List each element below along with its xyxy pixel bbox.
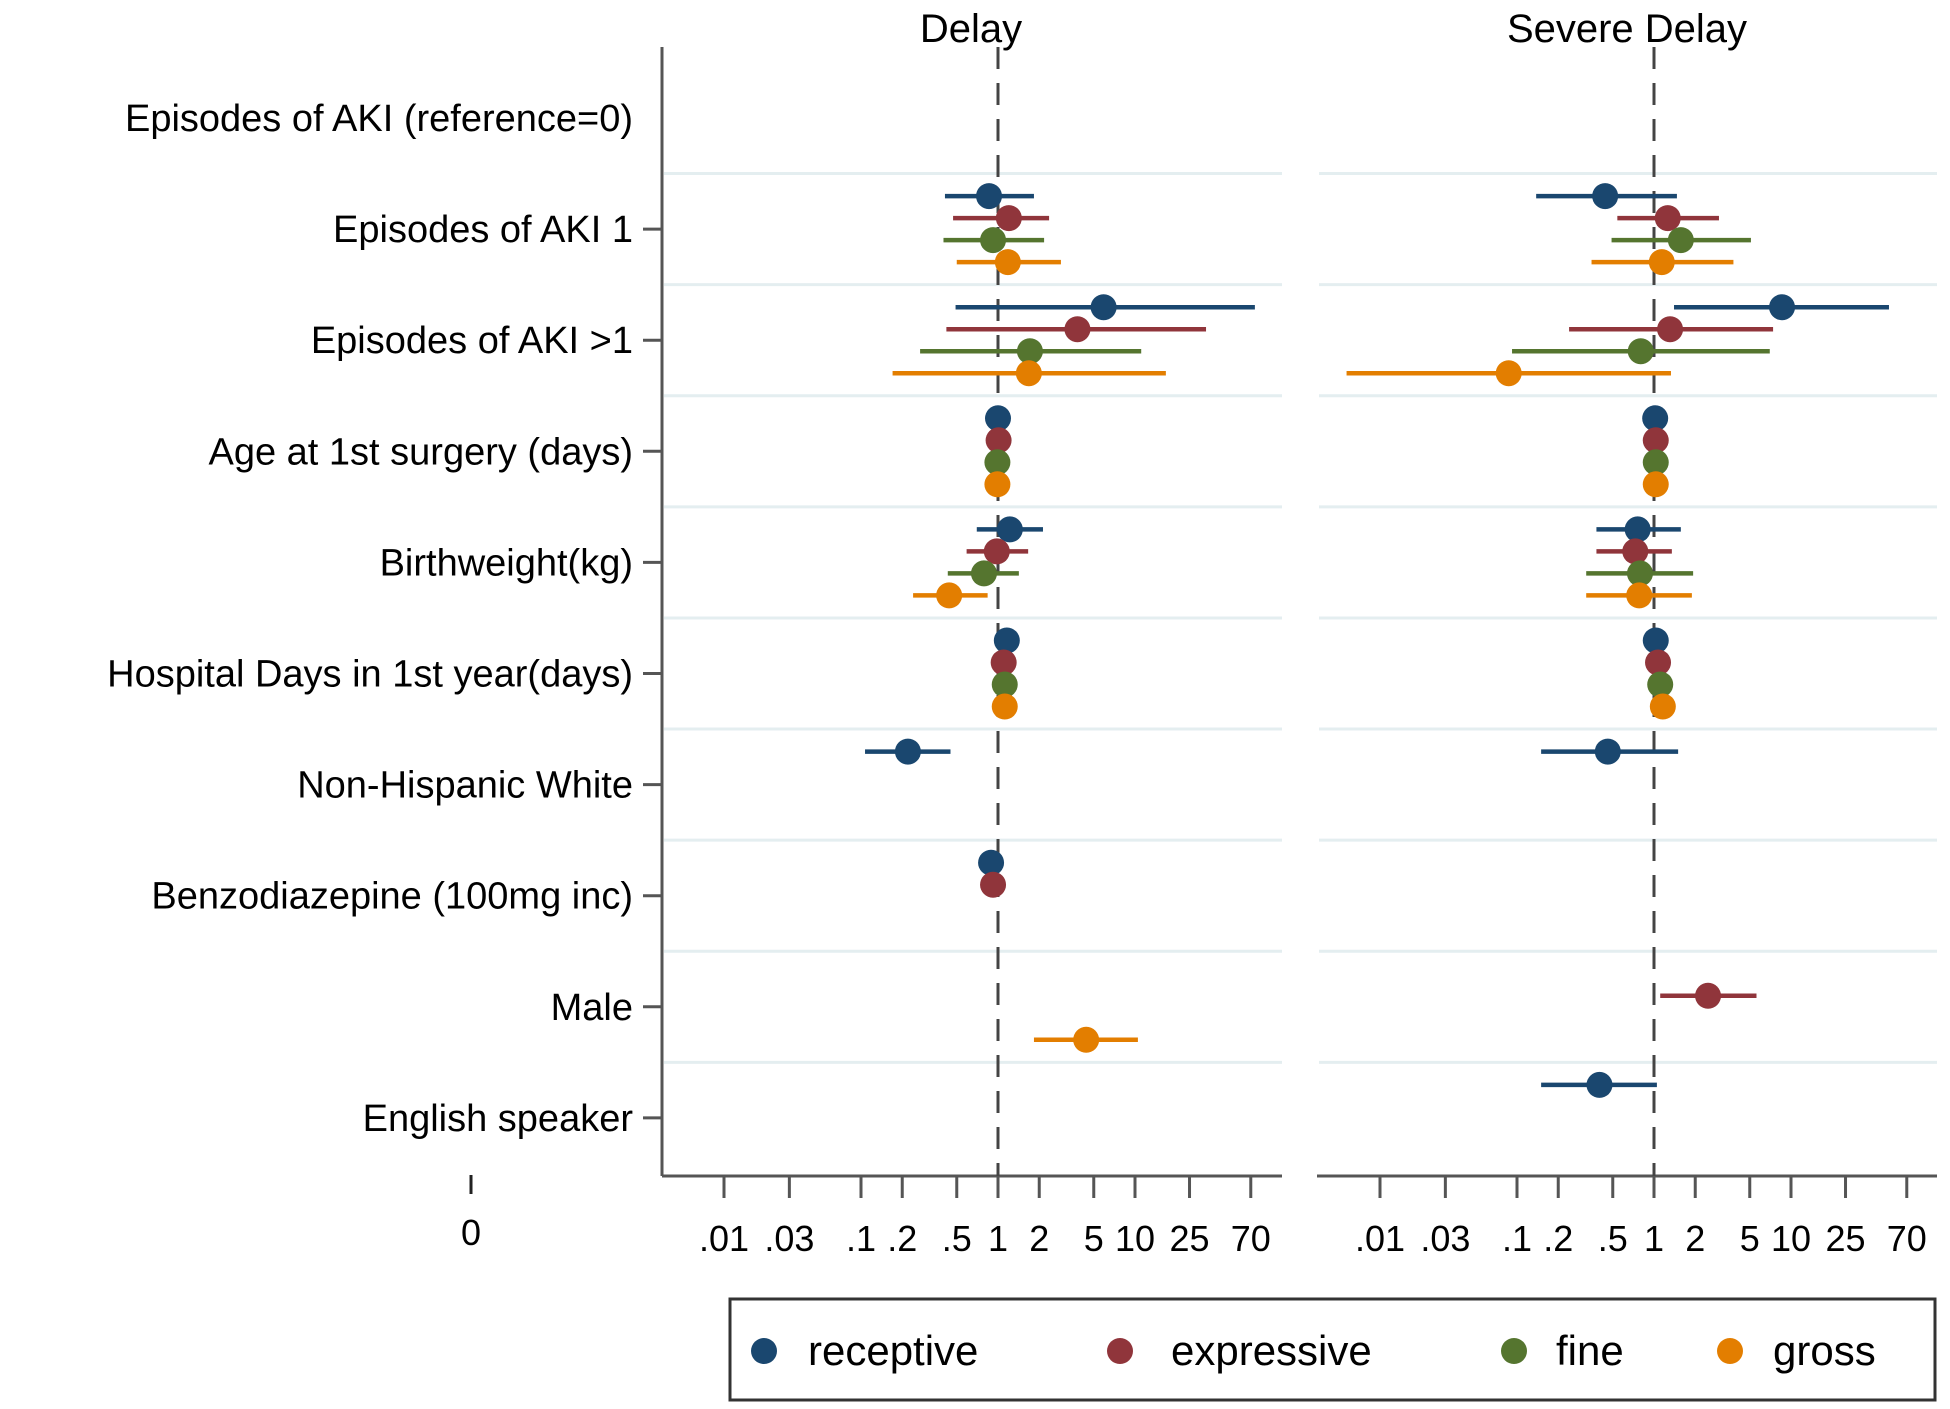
y-axis-label: Episodes of AKI (reference=0) (125, 98, 633, 140)
point-expressive (1642, 427, 1669, 454)
reference-lines (996, 47, 1656, 1176)
point-gross (1495, 360, 1522, 387)
point-receptive (1592, 183, 1619, 210)
y-axis-label: Hospital Days in 1st year(days) (107, 654, 633, 696)
x-tick-label: 1 (1644, 1218, 1664, 1259)
point-fine (1626, 560, 1653, 587)
point-receptive (1769, 294, 1796, 321)
point-receptive (894, 738, 921, 765)
x-tick-label: .01 (1355, 1218, 1405, 1259)
zero-axis-label: 0 (461, 1212, 481, 1253)
point-fine (1647, 671, 1674, 698)
x-tick-label: 70 (1887, 1218, 1927, 1259)
legend-marker-expressive (1107, 1338, 1133, 1364)
point-receptive (978, 849, 1005, 876)
y-axis-label: Benzodiazepine (100mg inc) (151, 876, 633, 918)
y-axis-label: Male (551, 987, 633, 1029)
legend-label-receptive: receptive (808, 1327, 978, 1374)
x-tick-label: .1 (1502, 1218, 1532, 1259)
point-receptive (985, 405, 1011, 432)
point-expressive (980, 871, 1007, 898)
point-expressive (1622, 538, 1649, 565)
point-gross (1642, 471, 1669, 498)
point-gross (994, 249, 1021, 276)
y-axis-label: Non-Hispanic White (297, 765, 633, 807)
legend-marker-fine (1501, 1338, 1527, 1364)
point-receptive (993, 627, 1020, 654)
x-tick-label: 10 (1771, 1218, 1811, 1259)
point-expressive (1064, 316, 1091, 343)
point-receptive (1624, 516, 1651, 543)
y-axis-label: Episodes of AKI 1 (333, 209, 633, 251)
x-tick-label: .2 (1543, 1218, 1573, 1259)
point-fine (1642, 449, 1669, 476)
axes (660, 47, 1937, 1178)
point-gross (984, 471, 1011, 498)
point-fine (980, 227, 1007, 254)
point-gross (1626, 582, 1653, 609)
point-expressive (1657, 316, 1684, 343)
point-gross (991, 693, 1018, 720)
point-gross (936, 582, 963, 609)
x-tick-label: 25 (1825, 1218, 1865, 1259)
row-separators (664, 172, 1937, 1064)
point-receptive (1642, 627, 1669, 654)
legend-label-gross: gross (1773, 1327, 1876, 1374)
panel-title: Delay (920, 7, 1022, 51)
point-gross (1073, 1026, 1100, 1053)
point-expressive (1654, 205, 1681, 232)
x-tick-label: .1 (846, 1218, 876, 1259)
point-expressive (1645, 649, 1672, 676)
point-fine (970, 560, 997, 587)
x-tick-label: 25 (1169, 1218, 1209, 1259)
x-tick-label: .5 (942, 1218, 972, 1259)
y-axis-label: Age at 1st surgery (days) (208, 431, 633, 473)
point-fine (984, 449, 1011, 476)
panel-titles: Delay Severe Delay (920, 7, 1747, 51)
x-tick-label: 70 (1231, 1218, 1271, 1259)
x-tick-label: .2 (887, 1218, 917, 1259)
point-expressive (990, 649, 1017, 676)
y-axis-label: Birthweight(kg) (380, 542, 633, 584)
data-marks (865, 183, 1889, 1098)
point-receptive (1594, 738, 1621, 765)
point-gross (1648, 249, 1675, 276)
x-tick-label: .03 (764, 1218, 814, 1259)
point-receptive (976, 183, 1003, 210)
x-tick-label: 2 (1685, 1218, 1705, 1259)
y-axis-label: English speaker (363, 1098, 634, 1140)
point-receptive (1090, 294, 1117, 321)
x-tick-label: .01 (699, 1218, 749, 1259)
point-fine (991, 671, 1018, 698)
x-tick-label: 2 (1029, 1218, 1049, 1259)
point-expressive (1695, 982, 1722, 1009)
x-tick-label: 1 (988, 1218, 1008, 1259)
x-axis-ticks: .01.03.1.2.5 1 2 5 10 25 70.01.03.1.2.5 1 2 5 10 25… (461, 1175, 1927, 1259)
point-gross (1015, 360, 1042, 387)
point-receptive (1642, 405, 1669, 432)
x-tick-label: .03 (1420, 1218, 1470, 1259)
x-tick-label: .5 (1598, 1218, 1628, 1259)
x-tick-label: 10 (1115, 1218, 1155, 1259)
point-expressive (983, 538, 1010, 565)
y-axis-label: Episodes of AKI >1 (311, 320, 633, 362)
panel-title: Severe Delay (1507, 7, 1747, 51)
legend: receptive expressive fine gross (728, 1297, 1937, 1402)
x-tick-label: 5 (1740, 1218, 1760, 1259)
legend-marker-receptive (751, 1338, 777, 1364)
point-fine (1627, 338, 1654, 365)
y-axis-labels: Episodes of AKI (reference=0) Episodes of… (107, 98, 662, 1140)
legend-marker-gross (1717, 1338, 1743, 1364)
legend-label-fine: fine (1556, 1327, 1624, 1374)
point-receptive (1586, 1071, 1613, 1098)
point-expressive (995, 205, 1022, 232)
point-gross (1649, 693, 1676, 720)
point-fine (1016, 338, 1043, 365)
point-fine (1667, 227, 1694, 254)
point-expressive (985, 427, 1012, 454)
point-receptive (996, 516, 1023, 543)
x-tick-label: 5 (1084, 1218, 1104, 1259)
legend-label-expressive: expressive (1171, 1327, 1372, 1374)
